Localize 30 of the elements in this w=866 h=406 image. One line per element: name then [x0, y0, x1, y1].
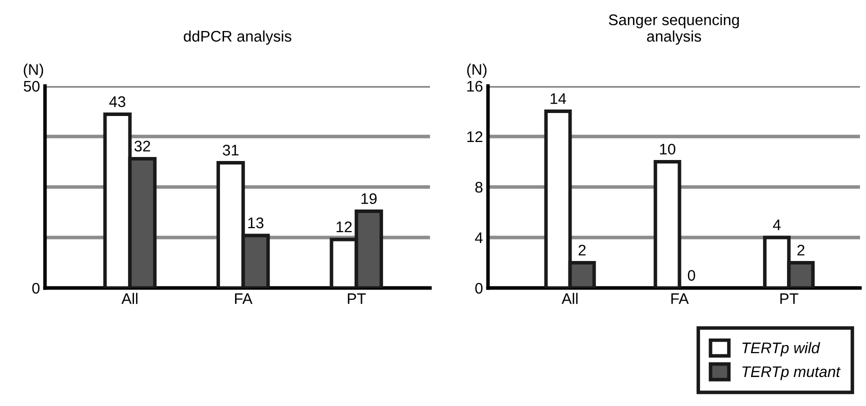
y-tick-label: 4 [474, 232, 483, 244]
x-tick-label: All [121, 292, 138, 304]
y-tick-label: 0 [475, 282, 483, 294]
y-tick-label: 8 [475, 182, 482, 193]
data-label: 14 [550, 93, 566, 104]
data-label: 12 [336, 222, 352, 232]
y-tick-label: 12 [467, 131, 482, 142]
data-label: 0 [688, 270, 696, 281]
data-label: 2 [797, 244, 804, 256]
x-tick-label: FA [235, 293, 252, 304]
data-label: 32 [134, 140, 150, 152]
x-tick-label: PT [780, 293, 798, 304]
data-label: 2 [578, 244, 586, 256]
y-tick-label: 16 [467, 80, 482, 92]
data-label: 19 [362, 193, 377, 204]
data-label: 31 [222, 144, 238, 156]
data-label: 10 [660, 144, 676, 155]
y-axis-title: (N) [467, 64, 486, 78]
data-label: 13 [248, 217, 264, 228]
x-tick-label: PT [348, 293, 366, 304]
y-axis-title: (N) [24, 64, 44, 78]
y-tick-label: 50 [24, 80, 40, 92]
x-tick-label: All [562, 292, 578, 304]
data-label: 43 [109, 96, 126, 108]
data-label: 4 [772, 220, 781, 230]
legend-label: TERTp mutant [742, 366, 841, 380]
chart-title: Sanger sequencing analysis [608, 14, 739, 45]
x-tick-label: FA [671, 293, 689, 304]
chart-title: ddPCR analysis [184, 30, 292, 45]
legend-label: TERTp wild [742, 342, 820, 356]
